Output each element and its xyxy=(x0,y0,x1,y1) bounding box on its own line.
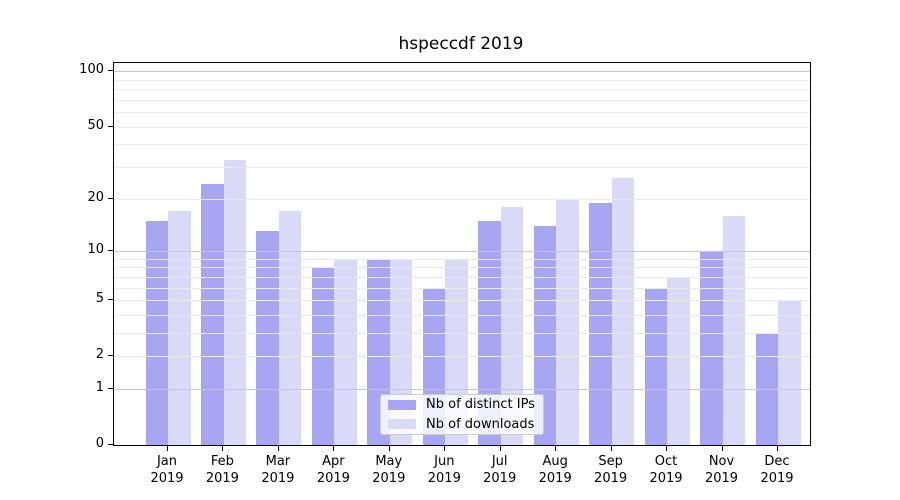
bar-downloads-aug xyxy=(556,198,579,445)
bar-downloads-sep xyxy=(611,178,635,445)
y-tick-10 xyxy=(108,249,113,251)
y-tick-label-5: 5 xyxy=(95,290,104,306)
x-tick-label-apr: Apr 2019 xyxy=(316,454,350,486)
x-tick-label-sep: Sep 2019 xyxy=(594,454,628,486)
x-tick-dec xyxy=(777,446,778,451)
bar-downloads-apr xyxy=(334,258,357,445)
x-tick-jul xyxy=(499,446,501,451)
y-tick-20 xyxy=(108,197,113,199)
y-tick-1 xyxy=(108,387,113,389)
bar-downloads-nov xyxy=(722,215,745,445)
y-minor-gridline-7 xyxy=(114,276,810,278)
bar-downloads-jan xyxy=(168,211,191,445)
bar-distinct-ips-aug xyxy=(533,225,557,445)
y-minor-gridline-6 xyxy=(114,287,810,289)
y-tick-50 xyxy=(108,125,113,127)
bar-distinct-ips-jul xyxy=(478,220,501,445)
bar-distinct-ips-apr xyxy=(311,267,335,445)
bar-distinct-ips-nov xyxy=(700,250,723,445)
y-minor-gridline-80 xyxy=(114,89,810,91)
y-tick-label-2: 2 xyxy=(95,347,104,363)
bar-downloads-dec xyxy=(778,299,801,445)
legend-item-distinct-ips: Nb of distinct IPs xyxy=(381,397,543,413)
y-minor-gridline-9 xyxy=(114,258,810,260)
y-tick-5 xyxy=(108,298,113,300)
y-tick-0 xyxy=(108,444,113,445)
y-minor-gridline-40 xyxy=(114,144,810,146)
x-tick-label-dec: Dec 2019 xyxy=(760,454,794,486)
y-major-gridline-100 xyxy=(114,71,810,73)
y-minor-gridline-3 xyxy=(114,332,810,334)
legend-item-downloads: Nb of downloads xyxy=(381,417,543,433)
legend-label-downloads: Nb of downloads xyxy=(426,416,535,432)
x-tick-sep xyxy=(610,446,612,451)
y-major-gridline-10 xyxy=(114,250,810,252)
chart-title: hspeccdf 2019 xyxy=(398,34,524,54)
y-tick-2 xyxy=(108,355,113,357)
y-tick-label-100: 100 xyxy=(79,62,104,78)
y-tick-label-0: 0 xyxy=(95,436,104,451)
bar-downloads-jul xyxy=(500,206,524,445)
x-tick-label-jan: Jan 2019 xyxy=(150,454,184,486)
bar-distinct-ips-jan xyxy=(145,220,168,445)
y-minor-gridline-5 xyxy=(114,299,810,301)
legend-swatch-distinct-ips xyxy=(388,399,416,410)
bar-distinct-ips-mar xyxy=(256,231,279,445)
y-tick-label-1: 1 xyxy=(95,379,104,395)
y-minor-gridline-90 xyxy=(114,79,810,81)
x-tick-aug xyxy=(555,446,557,451)
x-tick-jun xyxy=(444,446,446,451)
legend-swatch-downloads xyxy=(388,419,416,430)
x-tick-label-jul: Jul 2019 xyxy=(483,454,517,486)
y-minor-gridline-2 xyxy=(114,356,810,358)
legend-label-distinct-ips: Nb of distinct IPs xyxy=(426,397,535,413)
y-minor-gridline-70 xyxy=(114,99,810,101)
y-tick-label-10: 10 xyxy=(87,241,104,257)
bar-downloads-oct xyxy=(667,276,690,445)
bar-downloads-mar xyxy=(278,211,302,445)
y-minor-gridline-20 xyxy=(114,198,810,200)
y-minor-gridline-50 xyxy=(114,126,810,128)
x-tick-feb xyxy=(222,446,224,451)
bar-downloads-feb xyxy=(223,159,246,445)
x-tick-label-jun: Jun 2019 xyxy=(427,454,461,486)
y-minor-gridline-8 xyxy=(114,267,810,269)
x-tick-label-mar: Mar 2019 xyxy=(261,454,295,486)
x-tick-label-oct: Oct 2019 xyxy=(649,454,683,486)
x-tick-label-may: May 2019 xyxy=(372,454,406,486)
x-tick-label-aug: Aug 2019 xyxy=(538,454,572,486)
x-tick-nov xyxy=(721,446,723,451)
x-tick-label-feb: Feb 2019 xyxy=(205,454,239,486)
bar-distinct-ips-oct xyxy=(644,287,667,445)
y-tick-label-50: 50 xyxy=(87,117,104,133)
legend: Nb of distinct IPs Nb of downloads xyxy=(380,394,544,435)
y-tick-100 xyxy=(108,70,113,72)
x-tick-oct xyxy=(666,446,667,451)
y-minor-gridline-4 xyxy=(114,314,810,316)
y-minor-gridline-30 xyxy=(114,167,810,168)
bar-distinct-ips-sep xyxy=(589,202,612,445)
y-tick-label-20: 20 xyxy=(87,189,104,205)
plot-area: Nb of distinct IPs Nb of downloads xyxy=(113,62,811,446)
x-tick-jan xyxy=(167,446,168,451)
y-major-gridline-1 xyxy=(114,388,810,390)
x-tick-apr xyxy=(333,446,335,451)
x-tick-label-nov: Nov 2019 xyxy=(704,454,739,486)
y-minor-gridline-60 xyxy=(114,112,810,114)
x-tick-mar xyxy=(277,446,279,451)
x-tick-may xyxy=(388,446,390,451)
